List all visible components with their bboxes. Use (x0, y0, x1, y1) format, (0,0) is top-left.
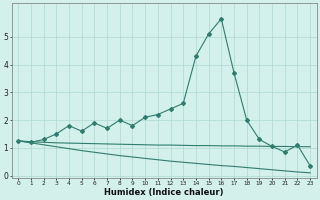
X-axis label: Humidex (Indice chaleur): Humidex (Indice chaleur) (104, 188, 224, 197)
